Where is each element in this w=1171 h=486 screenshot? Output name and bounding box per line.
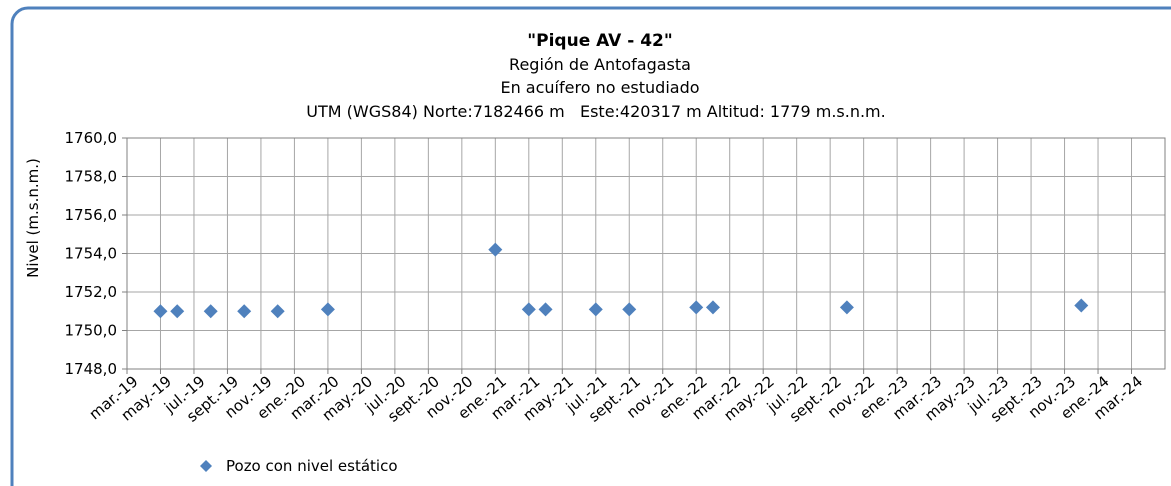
point — [521, 302, 536, 317]
y-tick-label: 1748,0 — [65, 360, 118, 378]
chart-title: "Pique AV - 42" — [527, 31, 672, 51]
legend-marker — [200, 460, 212, 472]
point — [170, 304, 185, 319]
point — [1074, 298, 1089, 313]
chart-subtitle: UTM (WGS84) Norte:7182466 m Este:420317 … — [306, 102, 885, 121]
point — [270, 304, 285, 319]
point — [153, 304, 168, 319]
y-tick-label: 1750,0 — [65, 322, 118, 340]
y-tick-label: 1758,0 — [65, 168, 118, 186]
point — [237, 304, 252, 319]
point — [320, 302, 335, 317]
y-axis-label: Nivel (m.s.n.m.) — [24, 158, 42, 278]
point — [538, 302, 553, 317]
point — [689, 300, 704, 315]
y-tick-label: 1754,0 — [65, 245, 118, 263]
y-tick-label: 1760,0 — [65, 129, 118, 147]
y-tick-label: 1752,0 — [65, 283, 118, 301]
point — [488, 242, 503, 257]
legend-label: Pozo con nivel estático — [226, 457, 398, 475]
frame — [10, 6, 1171, 486]
point — [622, 302, 637, 317]
chart-subtitle: En acuífero no estudiado — [500, 78, 699, 97]
chart-subtitle: Región de Antofagasta — [509, 55, 691, 74]
point — [705, 300, 720, 315]
point — [588, 302, 603, 317]
y-tick-label: 1756,0 — [65, 206, 118, 224]
point — [839, 300, 854, 315]
point — [203, 304, 218, 319]
plot-border — [126, 137, 1166, 370]
